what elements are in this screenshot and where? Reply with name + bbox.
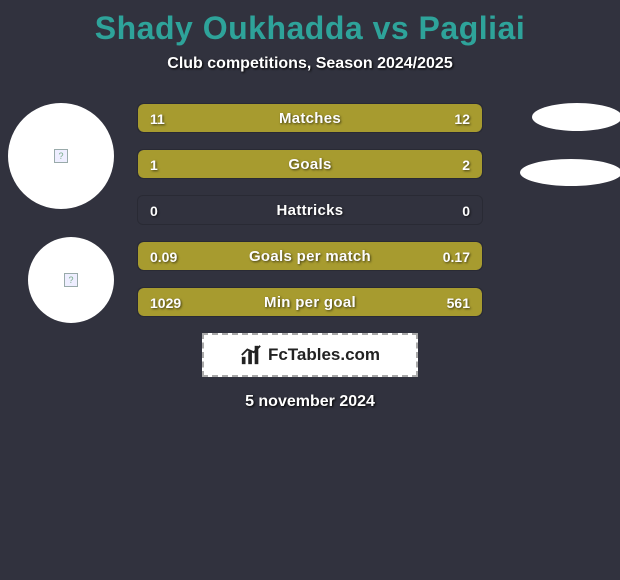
stat-label: Hattricks: [138, 196, 482, 224]
stat-row: 0 Hattricks 0: [137, 195, 483, 225]
branding-box: FcTables.com: [202, 333, 418, 377]
broken-image-icon: ?: [64, 273, 78, 287]
stat-row: 1029 Min per goal 561: [137, 287, 483, 317]
stat-row: 0.09 Goals per match 0.17: [137, 241, 483, 271]
subtitle: Club competitions, Season 2024/2025: [0, 55, 620, 73]
stat-bars: 11 Matches 12 1 Goals 2 0 Hattricks 0 0.…: [137, 103, 483, 317]
stat-value-right: 561: [447, 288, 470, 316]
page-title: Shady Oukhadda vs Pagliai: [0, 0, 620, 47]
date-text: 5 november 2024: [0, 393, 620, 411]
avatar-club-1: ?: [28, 237, 114, 323]
comparison-area: ? ? 11 Matches 12 1 Goals 2 0 Hattricks …: [0, 103, 620, 411]
stat-value-right: 12: [454, 104, 470, 132]
avatar-player-2: [532, 103, 620, 131]
stat-label: Goals: [138, 150, 482, 178]
stat-label: Goals per match: [138, 242, 482, 270]
stat-value-right: 0.17: [443, 242, 470, 270]
stat-row: 1 Goals 2: [137, 149, 483, 179]
avatar-player-1: ?: [8, 103, 114, 209]
chart-icon: [240, 344, 262, 366]
stat-value-right: 2: [462, 150, 470, 178]
stat-label: Matches: [138, 104, 482, 132]
branding-text: FcTables.com: [268, 345, 380, 365]
stat-value-right: 0: [462, 196, 470, 224]
stat-row: 11 Matches 12: [137, 103, 483, 133]
broken-image-icon: ?: [54, 149, 68, 163]
stat-label: Min per goal: [138, 288, 482, 316]
avatar-club-2: [520, 159, 620, 186]
